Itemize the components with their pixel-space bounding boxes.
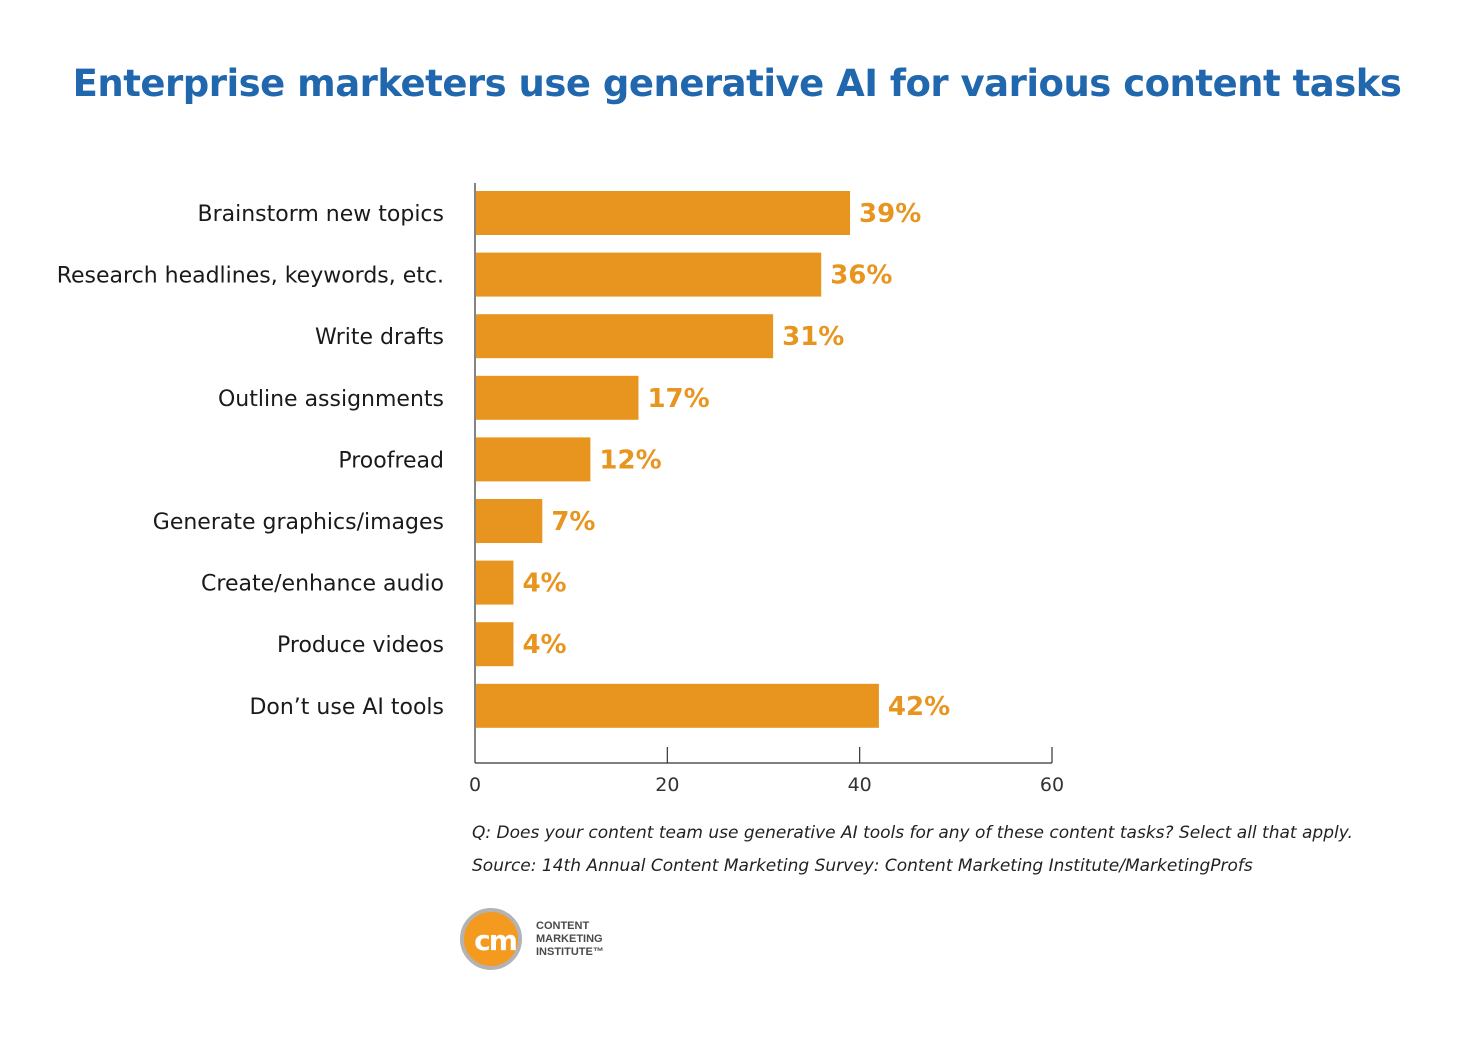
bar: [476, 191, 851, 235]
bar: [476, 252, 822, 297]
cmi-logo: cm CONTENT MARKETING INSTITUTE™: [460, 908, 660, 978]
value-label: 7%: [551, 507, 595, 537]
logo-mark: cm: [474, 924, 518, 957]
category-label: Create/enhance audio: [201, 572, 444, 597]
logo-line-3: INSTITUTE™: [536, 946, 604, 958]
x-tick-label: 0: [469, 774, 481, 796]
bar: [476, 375, 639, 420]
x-tick-label: 60: [1040, 774, 1064, 796]
source-note: Source: 14th Annual Content Marketing Su…: [472, 856, 1253, 876]
x-tick-label: 20: [655, 774, 679, 796]
bars-group: Brainstorm new topics 39% Research headlin…: [57, 191, 950, 728]
value-label: 36%: [830, 261, 892, 291]
bar: [476, 622, 514, 667]
value-label: 4%: [522, 630, 566, 660]
value-label: 17%: [647, 384, 709, 414]
logo-circle-icon: cm: [460, 908, 522, 970]
value-label: 12%: [599, 445, 661, 475]
category-label: Don’t use AI tools: [249, 695, 444, 720]
bar: [476, 683, 879, 728]
category-label: Outline assignments: [218, 387, 444, 412]
value-label: 31%: [782, 322, 844, 352]
category-label: Generate graphics/images: [153, 510, 444, 535]
bar: [476, 437, 591, 482]
category-label: Research headlines, keywords, etc.: [57, 264, 444, 289]
logo-wordmark: CONTENT MARKETING INSTITUTE™: [536, 920, 604, 959]
bar-chart: Brainstorm new topics 39% Research headlin…: [57, 183, 1064, 796]
category-label: Produce videos: [277, 633, 444, 658]
x-tick-label: 40: [848, 774, 872, 796]
category-label: Brainstorm new topics: [198, 202, 445, 227]
logo-line-2: MARKETING: [536, 933, 603, 945]
bar: [476, 499, 543, 543]
category-label: Write drafts: [315, 325, 444, 350]
category-label: Proofread: [338, 448, 444, 473]
survey-question: Q: Does your content team use generative…: [472, 823, 1353, 843]
value-label: 39%: [859, 199, 921, 229]
value-label: 42%: [888, 692, 950, 722]
value-label: 4%: [522, 569, 566, 599]
axes-group: 0 20 40 60: [469, 183, 1064, 796]
chart-title: Enterprise marketers use generative AI f…: [72, 62, 1402, 105]
logo-line-1: CONTENT: [536, 920, 590, 932]
bar: [476, 314, 774, 359]
bar: [476, 560, 514, 605]
